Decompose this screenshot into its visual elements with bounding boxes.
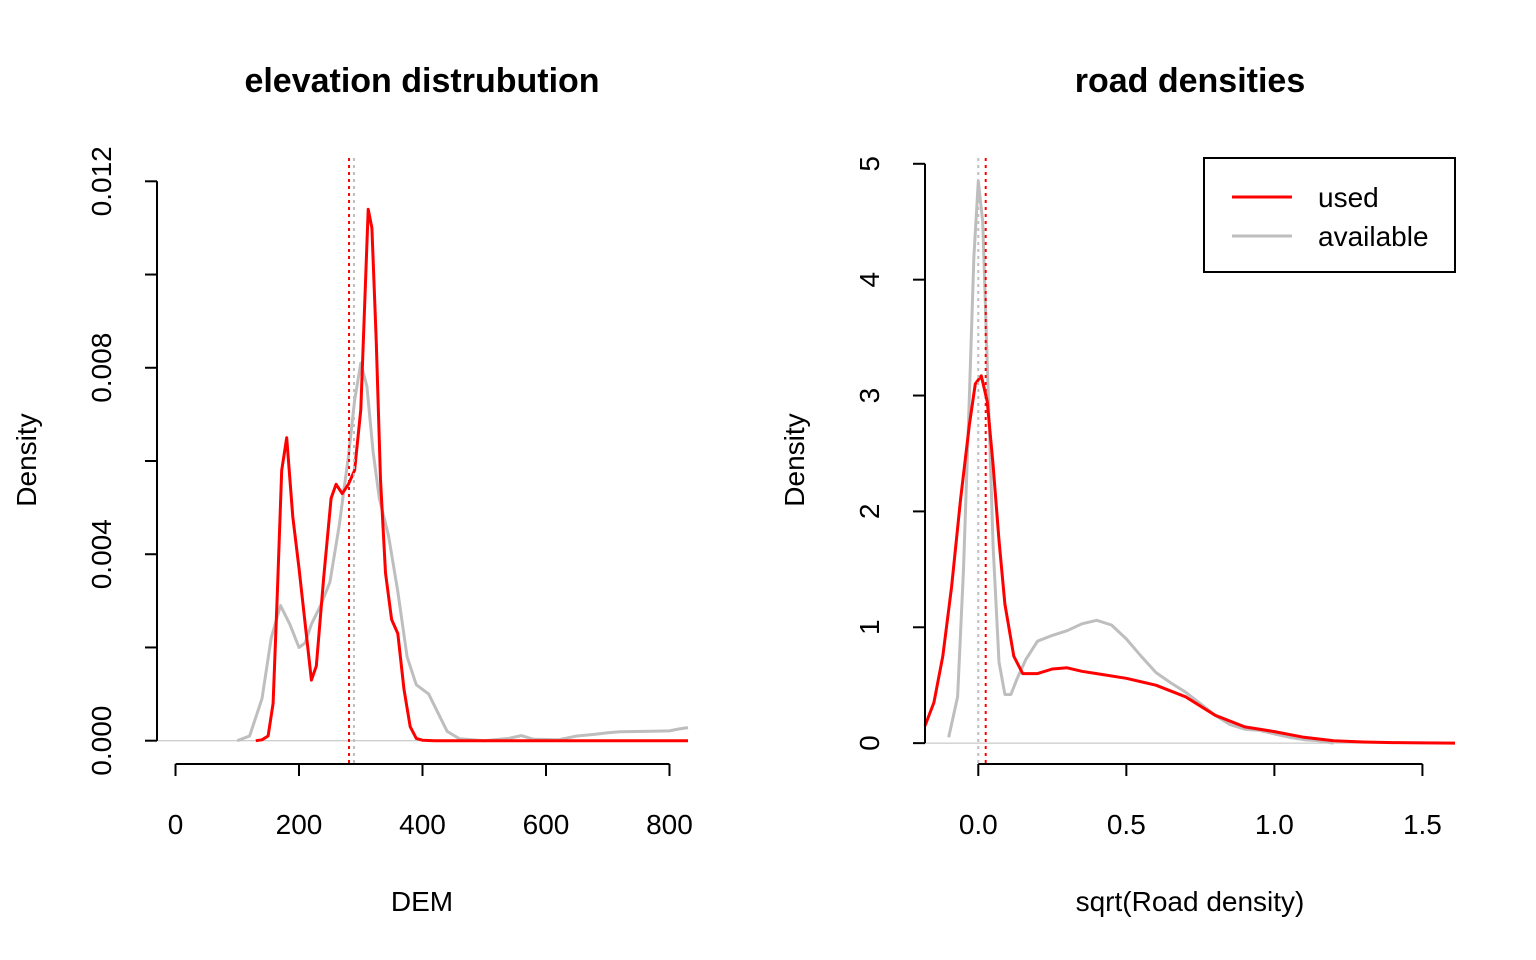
elevation-x-tick-label: 400 (399, 809, 446, 840)
elevation-y-tick-label: 0.008 (86, 333, 117, 403)
road-density-x-tick-label: 1.5 (1403, 809, 1442, 840)
road-density-y-tick-label: 0 (854, 735, 885, 751)
elevation-available-density-line (236, 361, 689, 743)
road-density-x-axis-label: sqrt(Road density) (1076, 886, 1305, 917)
elevation-x-tick-label: 800 (646, 809, 693, 840)
elevation-x-tick-label: 200 (276, 809, 323, 840)
elevation-y-tick-label: 0.000 (86, 706, 117, 776)
road-density-y-tick-label: 2 (854, 504, 885, 520)
elevation-panel: elevation distrubution DEM Density 0 200 4… (11, 62, 693, 917)
road-density-y-tick-label: 1 (854, 619, 885, 635)
elevation-chart-title: elevation distrubution (244, 62, 599, 100)
road-density-chart-title: road densities (1075, 62, 1306, 100)
road-density-panel: road densities sqrt(Road density) Densit… (779, 62, 1456, 917)
legend: used available (1203, 157, 1456, 273)
road-density-available-density-line (947, 179, 1334, 745)
road-density-x-tick-label: 0.5 (1107, 809, 1146, 840)
road-density-plot-area: 0.0 0.5 1.0 1.5 0 1 2 3 4 5 (854, 156, 1456, 840)
elevation-used-density-line (255, 207, 688, 743)
legend-available-label: available (1318, 221, 1429, 252)
road-density-y-tick-label: 4 (854, 272, 885, 288)
elevation-y-tick-label: 0.004 (86, 519, 117, 589)
elevation-x-axis-label: DEM (391, 886, 453, 917)
legend-box (1203, 157, 1456, 273)
road-density-x-tick-label: 0.0 (959, 809, 998, 840)
elevation-x-tick-label: 0 (168, 809, 184, 840)
elevation-y-axis-label: Density (11, 413, 42, 506)
road-density-y-tick-label: 5 (854, 156, 885, 172)
elevation-plot-area: 0 200 400 600 800 0.000 0.004 0.008 0.012 (86, 146, 693, 840)
road-density-y-tick-label: 3 (854, 388, 885, 404)
road-density-y-axis-label: Density (779, 413, 810, 506)
road-density-used-density-line (923, 374, 1456, 745)
elevation-y-tick-label: 0.012 (86, 146, 117, 216)
legend-used-label: used (1318, 182, 1379, 213)
road-density-x-tick-label: 1.0 (1255, 809, 1294, 840)
elevation-x-tick-label: 600 (523, 809, 570, 840)
